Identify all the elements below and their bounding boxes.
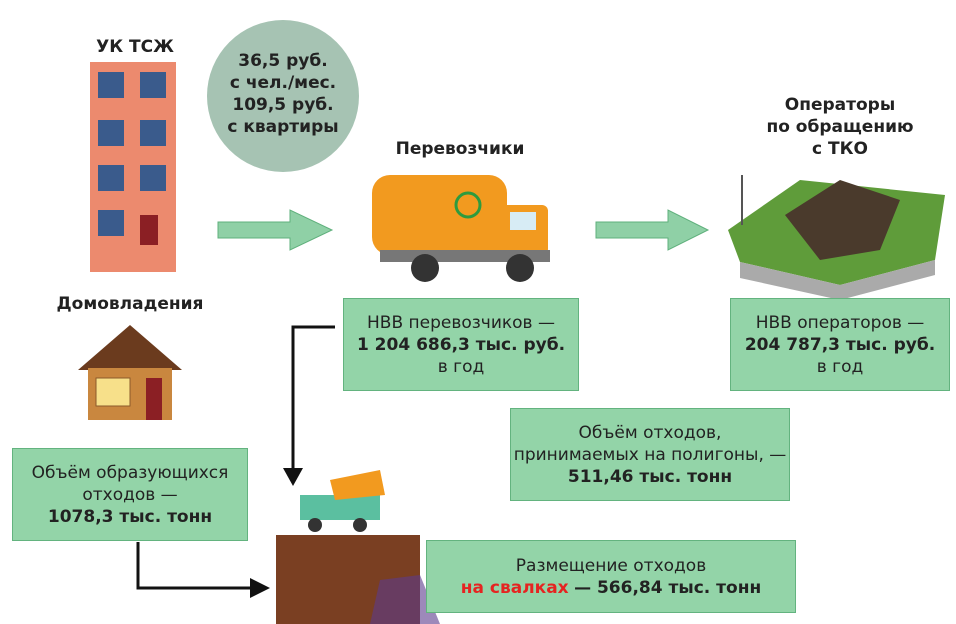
box-line: 204 787,3 тыс. руб.: [731, 334, 949, 356]
diagram: УК ТСЖ Домовладения Перевозчики Оператор…: [0, 0, 956, 624]
tariff-line: 109,5 руб.: [207, 94, 359, 116]
label-text: по обращению: [740, 116, 940, 138]
box-line: отходов —: [13, 484, 247, 506]
truck: [372, 175, 550, 282]
box-line: Объём отходов,: [511, 422, 789, 444]
box-line: Размещение отходов: [427, 555, 795, 577]
door: [140, 215, 158, 245]
house-window: [96, 378, 130, 406]
arrow-head: [250, 578, 270, 598]
arrow: [218, 210, 332, 250]
highlight: на свалках: [461, 578, 569, 598]
label-text: Перевозчики: [360, 138, 560, 160]
label: Перевозчики: [360, 138, 560, 160]
dump-truck: [300, 470, 385, 532]
info-box: Размещение отходов на свалках — 566,84 т…: [426, 540, 796, 613]
label-text: с ТКО: [740, 138, 940, 160]
box-line: 511,46 тыс. тонн: [511, 466, 789, 488]
label: Домовладения: [20, 293, 240, 315]
box-line: 1078,3 тыс. тонн: [13, 506, 247, 528]
box-line: в год: [731, 356, 949, 378]
house-door: [146, 378, 162, 420]
box-line: принимаемых на полигоны, —: [511, 444, 789, 466]
box-line: Объём образующихся: [13, 462, 247, 484]
box-value: — 566,84 тыс. тонн: [574, 578, 761, 598]
box-line: НВВ операторов —: [731, 312, 949, 334]
label: УК ТСЖ: [70, 36, 200, 58]
tariff-line: 36,5 руб.: [207, 50, 359, 72]
box-line: в год: [344, 356, 578, 378]
tariff: 36,5 руб. с чел./мес. 109,5 руб. с кварт…: [207, 50, 359, 138]
label-text: Домовладения: [20, 293, 240, 315]
label-text: УК ТСЖ: [70, 36, 200, 58]
arrow: [293, 327, 335, 470]
landfill: [728, 175, 945, 300]
label: Операторы по обращению с ТКО: [740, 94, 940, 160]
info-box: Объём образующихся отходов — 1078,3 тыс.…: [12, 448, 248, 541]
arrow: [596, 210, 708, 250]
info-box: НВВ перевозчиков — 1 204 686,3 тыс. руб.…: [343, 298, 579, 391]
box-line: 1 204 686,3 тыс. руб.: [344, 334, 578, 356]
box-line: НВВ перевозчиков —: [344, 312, 578, 334]
label-text: Операторы: [740, 94, 940, 116]
info-box: Объём отходов, принимаемых на полигоны, …: [510, 408, 790, 501]
arrow-head: [283, 468, 303, 486]
tariff-line: с чел./мес.: [207, 72, 359, 94]
box-line: на свалках — 566,84 тыс. тонн: [427, 577, 795, 599]
tariff-line: с квартиры: [207, 116, 359, 138]
arrow: [138, 542, 252, 588]
info-box: НВВ операторов — 204 787,3 тыс. руб. в г…: [730, 298, 950, 391]
house-roof: [78, 325, 182, 370]
